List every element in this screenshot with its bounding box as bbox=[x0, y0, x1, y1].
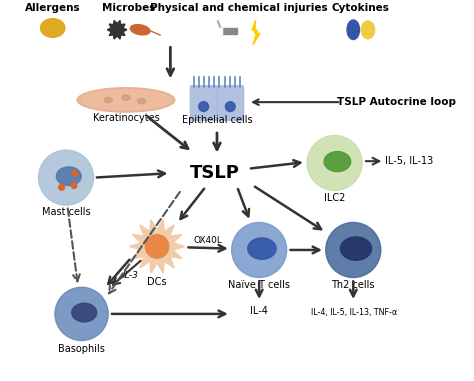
Text: Epithelial cells: Epithelial cells bbox=[182, 115, 252, 125]
Ellipse shape bbox=[130, 25, 150, 35]
Ellipse shape bbox=[307, 135, 362, 190]
Text: Basophils: Basophils bbox=[58, 344, 105, 354]
Polygon shape bbox=[252, 20, 260, 45]
FancyBboxPatch shape bbox=[219, 28, 222, 34]
Text: Naïve T cells: Naïve T cells bbox=[228, 280, 290, 290]
Ellipse shape bbox=[347, 20, 359, 40]
Text: Keratinocytes: Keratinocytes bbox=[92, 113, 159, 123]
Text: TSLP: TSLP bbox=[190, 164, 240, 182]
Ellipse shape bbox=[226, 102, 235, 112]
FancyBboxPatch shape bbox=[220, 29, 237, 34]
Text: Allergens: Allergens bbox=[25, 3, 81, 13]
Ellipse shape bbox=[59, 184, 64, 190]
FancyBboxPatch shape bbox=[217, 86, 244, 120]
Ellipse shape bbox=[340, 237, 372, 260]
Text: IL-3: IL-3 bbox=[122, 271, 138, 280]
Ellipse shape bbox=[146, 235, 169, 258]
Text: TSLP Autocrine loop: TSLP Autocrine loop bbox=[337, 97, 456, 107]
Ellipse shape bbox=[40, 19, 65, 37]
Ellipse shape bbox=[82, 90, 170, 110]
Text: IL-4, IL-5, IL-13, TNF-α: IL-4, IL-5, IL-13, TNF-α bbox=[311, 307, 398, 317]
Ellipse shape bbox=[361, 21, 374, 38]
Ellipse shape bbox=[122, 95, 130, 100]
Text: ILC2: ILC2 bbox=[324, 192, 346, 203]
Text: Th2 cells: Th2 cells bbox=[331, 280, 375, 290]
Polygon shape bbox=[107, 21, 127, 39]
Ellipse shape bbox=[232, 223, 287, 277]
Text: Mast cells: Mast cells bbox=[42, 207, 91, 217]
Ellipse shape bbox=[71, 183, 77, 189]
Text: Microbes: Microbes bbox=[101, 3, 155, 13]
Text: Cytokines: Cytokines bbox=[331, 3, 389, 13]
Ellipse shape bbox=[326, 223, 381, 277]
Text: IL-5, IL-13: IL-5, IL-13 bbox=[385, 156, 433, 166]
Ellipse shape bbox=[137, 99, 146, 104]
Ellipse shape bbox=[248, 238, 276, 259]
Ellipse shape bbox=[199, 102, 209, 112]
Ellipse shape bbox=[77, 88, 175, 112]
Ellipse shape bbox=[56, 167, 81, 186]
Text: OX40L: OX40L bbox=[194, 236, 222, 245]
Ellipse shape bbox=[72, 303, 97, 322]
Text: Physical and chemical injuries: Physical and chemical injuries bbox=[150, 3, 328, 13]
Text: IL-4: IL-4 bbox=[250, 306, 268, 316]
Ellipse shape bbox=[104, 97, 112, 102]
Ellipse shape bbox=[324, 152, 351, 171]
Polygon shape bbox=[129, 219, 184, 273]
Ellipse shape bbox=[55, 287, 108, 341]
FancyBboxPatch shape bbox=[191, 86, 217, 120]
Text: DCs: DCs bbox=[147, 277, 167, 287]
Ellipse shape bbox=[38, 150, 93, 205]
Ellipse shape bbox=[72, 170, 78, 176]
